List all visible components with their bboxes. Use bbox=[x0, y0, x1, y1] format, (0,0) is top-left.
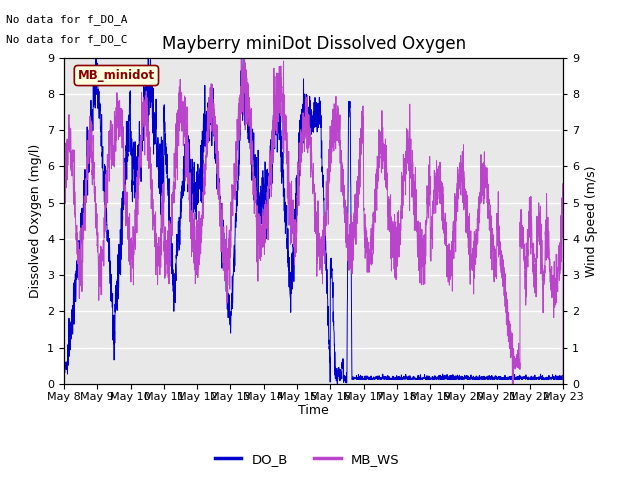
Title: Mayberry miniDot Dissolved Oxygen: Mayberry miniDot Dissolved Oxygen bbox=[161, 35, 466, 53]
X-axis label: Time: Time bbox=[298, 405, 329, 418]
Text: No data for f_DO_A: No data for f_DO_A bbox=[6, 14, 128, 25]
Text: No data for f_DO_C: No data for f_DO_C bbox=[6, 34, 128, 45]
Y-axis label: Wind Speed (m/s): Wind Speed (m/s) bbox=[585, 165, 598, 276]
Text: MB_minidot: MB_minidot bbox=[78, 69, 155, 82]
Legend: DO_B, MB_WS: DO_B, MB_WS bbox=[209, 447, 405, 471]
Y-axis label: Dissolved Oxygen (mg/l): Dissolved Oxygen (mg/l) bbox=[29, 144, 42, 298]
